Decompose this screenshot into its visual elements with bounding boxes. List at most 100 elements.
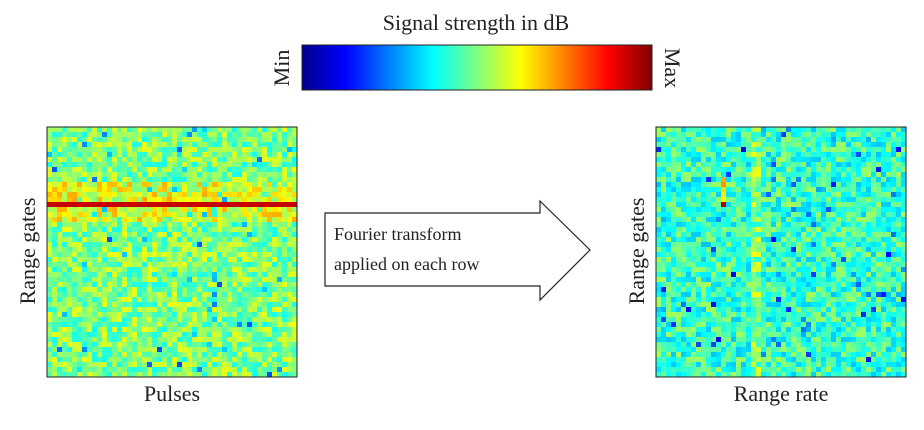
heatmap-cell	[836, 157, 842, 163]
heatmap-cell	[741, 287, 747, 293]
heatmap-cell	[831, 222, 837, 228]
heatmap-cell	[876, 152, 882, 158]
heatmap-cell	[741, 267, 747, 273]
heatmap-cell	[696, 292, 702, 298]
heatmap-cell	[881, 267, 887, 273]
heatmap-cell	[721, 132, 727, 138]
heatmap-cell	[661, 132, 667, 138]
heatmap-cell	[816, 137, 822, 143]
heatmap-cell	[886, 197, 892, 203]
heatmap-cell	[741, 127, 747, 133]
heatmap-cell	[826, 252, 832, 258]
heatmap-cell	[282, 372, 288, 378]
heatmap-cell	[656, 302, 662, 308]
heatmap-cell	[287, 367, 293, 373]
heatmap-cell	[157, 197, 163, 203]
heatmap-cell	[267, 362, 273, 368]
heatmap-cell	[861, 297, 867, 303]
heatmap-cell	[112, 232, 118, 238]
heatmap-cell	[656, 327, 662, 333]
heatmap-cell	[696, 302, 702, 308]
heatmap-cell	[262, 182, 268, 188]
heatmap-cell	[142, 227, 148, 233]
heatmap-cell	[262, 132, 268, 138]
heatmap-cell	[701, 152, 707, 158]
heatmap-cell	[52, 187, 58, 193]
heatmap-cell	[686, 202, 692, 208]
heatmap-cell	[272, 167, 278, 173]
heatmap-cell	[132, 307, 138, 313]
heatmap-cell	[876, 222, 882, 228]
heatmap-cell	[287, 322, 293, 328]
heatmap-cell	[67, 152, 73, 158]
heatmap-cell	[222, 242, 228, 248]
heatmap-cell	[227, 197, 233, 203]
heatmap-cell	[122, 342, 128, 348]
heatmap-cell	[87, 287, 93, 293]
heatmap-cell	[92, 157, 98, 163]
heatmap-cell	[696, 332, 702, 338]
heatmap-cell	[666, 272, 672, 278]
heatmap-cell	[122, 297, 128, 303]
heatmap-cell	[776, 202, 782, 208]
heatmap-cell	[706, 257, 712, 263]
heatmap-cell	[686, 182, 692, 188]
heatmap-cell	[62, 227, 68, 233]
heatmap-cell	[282, 257, 288, 263]
heatmap-cell	[137, 132, 143, 138]
heatmap-cell	[866, 177, 872, 183]
heatmap-cell	[716, 222, 722, 228]
heatmap-cell	[806, 197, 812, 203]
heatmap-cell	[162, 262, 168, 268]
heatmap-cell	[871, 152, 877, 158]
heatmap-cell	[92, 197, 98, 203]
heatmap-cell	[182, 327, 188, 333]
heatmap-cell	[656, 162, 662, 168]
heatmap-cell	[901, 352, 907, 358]
heatmap-cell	[187, 127, 193, 133]
heatmap-cell	[666, 312, 672, 318]
heatmap-cell	[856, 177, 862, 183]
heatmap-cell	[741, 152, 747, 158]
heatmap-cell	[252, 257, 258, 263]
heatmap-cell	[157, 172, 163, 178]
heatmap-cell	[831, 317, 837, 323]
heatmap-cell	[122, 277, 128, 283]
heatmap-cell	[736, 367, 742, 373]
heatmap-cell	[127, 157, 133, 163]
heatmap-cell	[162, 237, 168, 243]
heatmap-cell	[292, 182, 298, 188]
heatmap-cell	[242, 357, 248, 363]
heatmap-cell	[721, 267, 727, 273]
heatmap-cell	[47, 317, 53, 323]
heatmap-cell	[112, 307, 118, 313]
heatmap-cell	[242, 267, 248, 273]
heatmap-cell	[861, 227, 867, 233]
heatmap-cell	[706, 187, 712, 193]
heatmap-cell	[67, 327, 73, 333]
heatmap-cell	[841, 282, 847, 288]
heatmap-cell	[272, 362, 278, 368]
heatmap-cell	[77, 137, 83, 143]
heatmap-cell	[671, 242, 677, 248]
heatmap-cell	[886, 332, 892, 338]
heatmap-cell	[891, 237, 897, 243]
heatmap-cell	[686, 177, 692, 183]
heatmap-cell	[656, 192, 662, 198]
heatmap-cell	[756, 357, 762, 363]
heatmap-cell	[816, 317, 822, 323]
heatmap-cell	[901, 142, 907, 148]
heatmap-cell	[142, 277, 148, 283]
heatmap-cell	[212, 232, 218, 238]
heatmap-cell	[92, 127, 98, 133]
heatmap-cell	[816, 272, 822, 278]
heatmap-cell	[207, 177, 213, 183]
heatmap-cell	[736, 142, 742, 148]
heatmap-cell	[696, 252, 702, 258]
heatmap-cell	[222, 127, 228, 133]
heatmap-cell	[871, 162, 877, 168]
heatmap-cell	[62, 197, 68, 203]
heatmap-cell	[841, 227, 847, 233]
heatmap-cell	[836, 187, 842, 193]
heatmap-cell	[227, 242, 233, 248]
